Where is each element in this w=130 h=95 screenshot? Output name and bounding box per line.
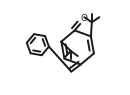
- Text: O: O: [81, 14, 88, 23]
